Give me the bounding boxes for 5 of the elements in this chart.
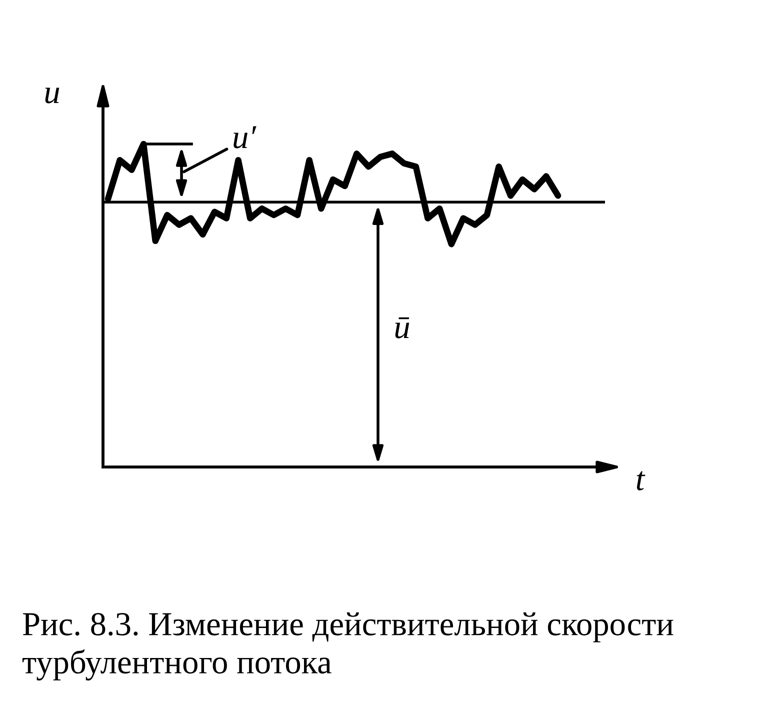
x-axis-title: t — [636, 471, 646, 490]
annotation: u′ — [234, 126, 256, 148]
text: Рис. 8.3. Изменение действительной скорости турбулентного потока — [22, 612, 674, 680]
annotation: ū — [395, 317, 410, 338]
y-axis-title: u — [45, 88, 60, 104]
